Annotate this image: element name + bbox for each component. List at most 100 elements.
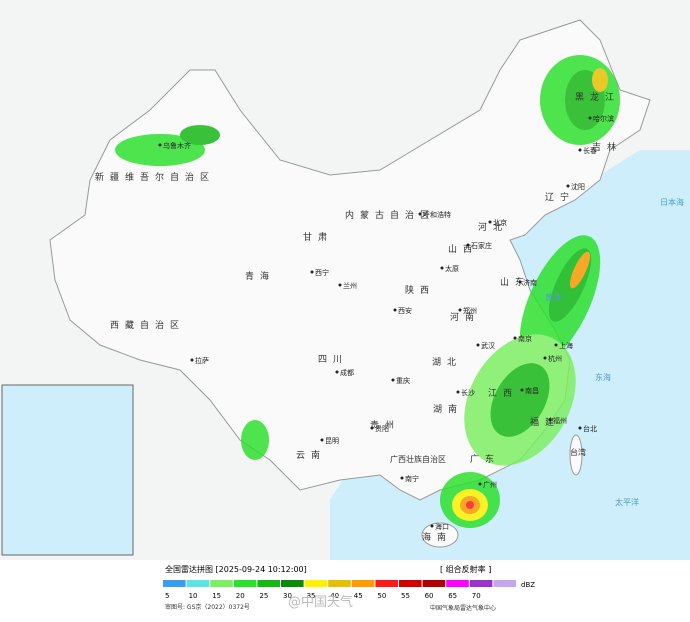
- city-dot: [391, 378, 395, 382]
- city-dot: [430, 524, 434, 528]
- legend-swatch: [493, 580, 516, 587]
- province-label: 海南: [422, 531, 452, 543]
- city-dot: [393, 308, 397, 312]
- city-dot: [566, 184, 570, 188]
- map-title: 全国雷达拼图 [2025-09-24 10:12:00]: [165, 564, 307, 574]
- province-label: 西藏自治区: [110, 319, 185, 331]
- legend-swatch: [422, 580, 446, 587]
- city-label: 西安: [398, 306, 412, 315]
- legend-swatch: [186, 580, 210, 587]
- product-label: [ 组合反射率 ]: [440, 564, 491, 574]
- radar-echoes: [20, 55, 620, 528]
- province-label: 山东: [500, 276, 530, 288]
- province-label: 台湾: [570, 447, 586, 457]
- legend-label: 10: [189, 592, 198, 600]
- sea-label: 黄海: [545, 292, 561, 302]
- province-label: 河南: [450, 311, 480, 323]
- province-label: 湖南: [433, 403, 463, 415]
- city-label: 南京: [518, 334, 532, 343]
- city-label: 沈阳: [571, 182, 585, 191]
- hainan: [421, 522, 459, 548]
- city-dot: [370, 426, 374, 430]
- city-dot: [476, 343, 480, 347]
- province-label: 辽宁: [545, 191, 575, 203]
- city-dot: [520, 388, 524, 392]
- province-label: 广西壮族自治区: [390, 454, 446, 464]
- legend-unit: dBZ: [521, 581, 535, 589]
- city-dot: [548, 418, 552, 422]
- legend-swatch: [210, 580, 233, 587]
- city-label: 长春: [583, 146, 597, 155]
- province-label: 广东: [470, 453, 500, 465]
- approval-number: 审图号: GS京（2022）0372号: [165, 603, 250, 611]
- city-label: 成都: [340, 368, 354, 377]
- legend-label: 60: [425, 592, 434, 600]
- legend-label: 65: [448, 592, 457, 600]
- city-label: 哈尔滨: [593, 114, 614, 123]
- city-label: 乌鲁木齐: [163, 141, 191, 150]
- legend-swatch: [375, 580, 398, 587]
- city-label: 石家庄: [471, 241, 492, 250]
- province-label: 湖北: [432, 357, 462, 368]
- city-label: 南宁: [405, 474, 419, 483]
- city-dot: [578, 426, 582, 430]
- legend-label: 30: [283, 592, 292, 600]
- city-dot: [554, 343, 558, 347]
- city-dot: [338, 283, 342, 287]
- province-label: 云南: [296, 449, 326, 461]
- legend-swatch: [399, 580, 422, 587]
- city-label: 上海: [559, 341, 573, 350]
- city-dot: [588, 116, 592, 120]
- city-label: 重庆: [396, 376, 410, 385]
- city-dot: [513, 336, 517, 340]
- province-label: 贵州: [370, 419, 400, 431]
- city-dot: [418, 212, 422, 216]
- city-label: 武汉: [481, 341, 495, 350]
- city-dot: [518, 280, 522, 284]
- city-label: 贵阳: [375, 424, 389, 433]
- province-label: 内蒙古自治区: [345, 209, 435, 221]
- city-dot: [458, 308, 462, 312]
- sea-label: 太平洋: [615, 497, 639, 507]
- legend-swatch: [257, 580, 280, 587]
- city-dot: [440, 266, 444, 270]
- province-label: 甘肃: [303, 231, 333, 243]
- legend-swatch: [233, 580, 257, 587]
- city-dot: [578, 148, 582, 152]
- sea-label: 东海: [595, 372, 611, 382]
- city-label: 郑州: [463, 307, 477, 315]
- legend: 5 10 15 20 25 30 35 40 45 50 55 60 65 70 dBZ: [163, 580, 535, 600]
- city-dot: [478, 482, 482, 486]
- legend-label: 70: [472, 592, 481, 600]
- province-label: 吉林: [592, 141, 622, 153]
- city-label: 长沙: [461, 388, 475, 397]
- legend-swatch: [469, 580, 493, 587]
- city-label: 太原: [445, 264, 459, 273]
- city-label: 西宁: [315, 268, 329, 277]
- legend-label: 5: [165, 592, 169, 600]
- legend-label: 25: [259, 592, 268, 600]
- city-label: 昆明: [325, 437, 339, 445]
- city-label: 北京: [493, 218, 507, 227]
- city-label: 杭州: [548, 354, 562, 363]
- city-label: 拉萨: [195, 356, 209, 365]
- legend-label: 15: [212, 592, 221, 600]
- city-dot: [320, 438, 324, 442]
- city-dot: [400, 476, 404, 480]
- city-dot: [310, 270, 314, 274]
- city-label: 广州: [483, 480, 497, 489]
- city-dot: [466, 243, 470, 247]
- taiwan: [569, 434, 583, 476]
- legend-swatch: [304, 580, 328, 587]
- legend-label: 50: [377, 592, 386, 600]
- province-label: 福建: [530, 416, 560, 428]
- province-label: 江西: [488, 388, 518, 399]
- province-label: 河北: [478, 221, 508, 233]
- legend-label: 55: [401, 592, 410, 600]
- city-label: 海口: [435, 522, 449, 531]
- province-label: 四川: [318, 355, 348, 365]
- city-label: 台北: [583, 424, 597, 433]
- legend-swatch: [281, 580, 304, 587]
